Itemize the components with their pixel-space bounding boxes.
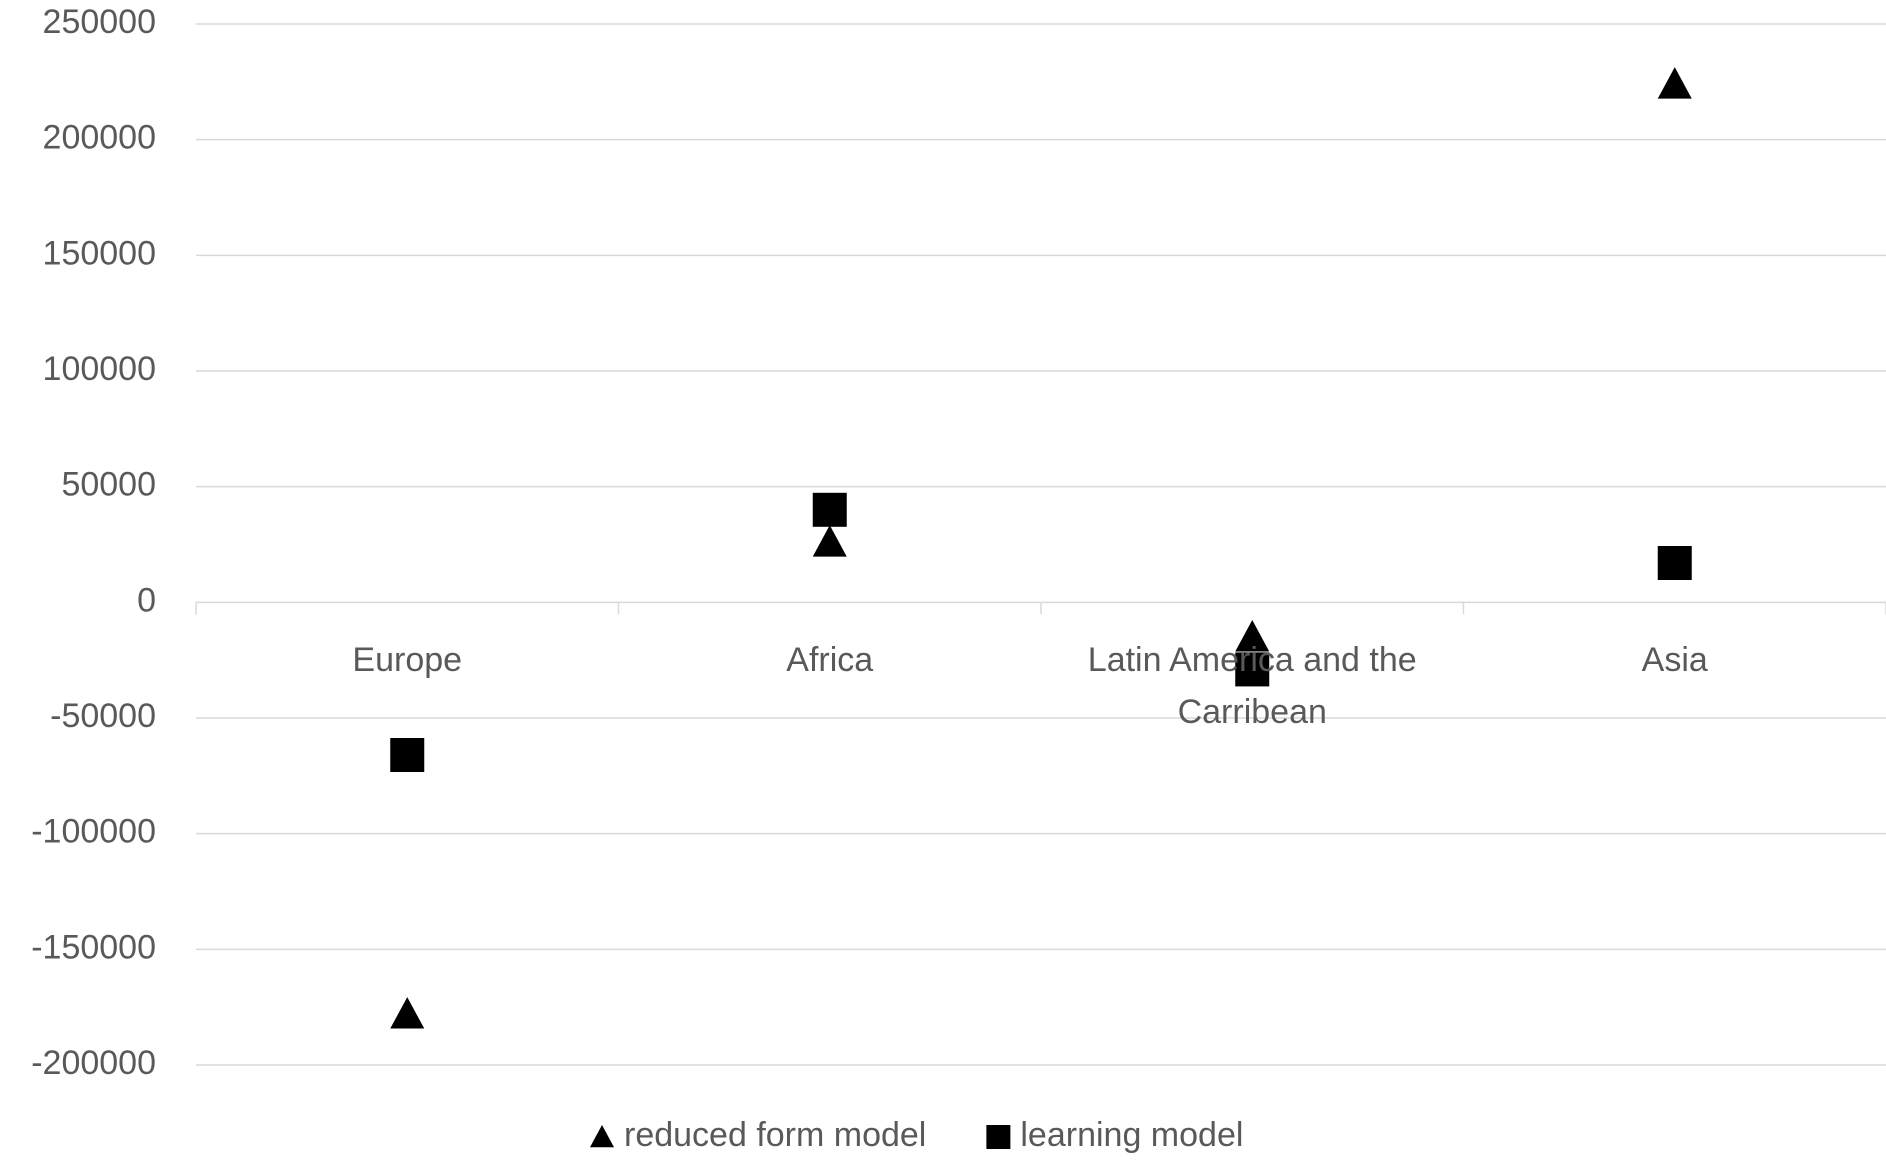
triangle-marker: [1657, 67, 1692, 99]
y-tick-label: -200000: [31, 1044, 156, 1082]
x-tick-label: Latin America and the Carribean: [1087, 641, 1417, 732]
y-tick-label: -100000: [31, 813, 156, 851]
y-tick-label: 50000: [61, 466, 156, 504]
x-tick-label: Europe: [352, 641, 463, 680]
square-marker: [390, 738, 425, 773]
square-marker: [1235, 652, 1270, 687]
y-tick-label: 250000: [43, 3, 156, 41]
y-tick-label: 100000: [43, 350, 156, 388]
triangle-marker: [812, 525, 847, 557]
triangle-marker: [1235, 620, 1270, 652]
y-tick-label: 200000: [43, 119, 156, 157]
x-tick-label: Asia: [1641, 641, 1708, 680]
y-tick-label: 0: [137, 581, 156, 619]
square-marker: [986, 1125, 1011, 1149]
legend-label: learning model: [1020, 1116, 1243, 1154]
y-tick-label: -50000: [50, 697, 156, 735]
square-marker: [812, 492, 847, 527]
triangle-marker: [390, 997, 425, 1029]
triangle-marker: [590, 1125, 614, 1148]
legend-label: reduced form model: [624, 1116, 926, 1154]
y-tick-label: 150000: [43, 234, 156, 272]
x-tick-label: Africa: [786, 641, 874, 680]
square-marker: [1657, 546, 1692, 581]
y-tick-label: -150000: [31, 928, 156, 966]
